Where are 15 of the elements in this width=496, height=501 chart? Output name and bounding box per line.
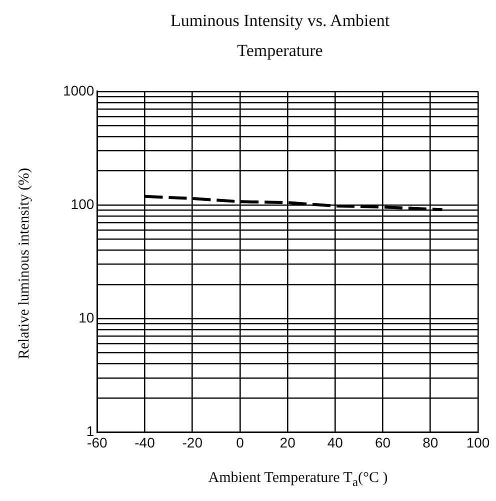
x-tick-label: 60 <box>374 434 391 450</box>
x-tick-label: 20 <box>280 434 296 450</box>
x-tick-label: 80 <box>422 434 438 450</box>
x-tick-label: 100 <box>466 434 490 450</box>
x-tick-label: 40 <box>327 434 344 450</box>
y-tick-label: 1000 <box>62 82 94 98</box>
y-tick-label: 1 <box>86 423 94 440</box>
chart-title: Luminous Intensity vs. Ambient Temperature <box>169 10 391 62</box>
y-tick-label: 10 <box>78 309 94 326</box>
x-tick-label: -40 <box>134 434 156 450</box>
x-tick-label: 0 <box>236 434 244 450</box>
x-tick-label: -20 <box>182 434 203 450</box>
y-tick-label: 100 <box>70 196 94 212</box>
y-axis-title: Relative luminous intensity (%) <box>16 166 34 362</box>
x-axis-title: Ambient Temperature T$_{a}$(°C ) <box>207 470 389 490</box>
